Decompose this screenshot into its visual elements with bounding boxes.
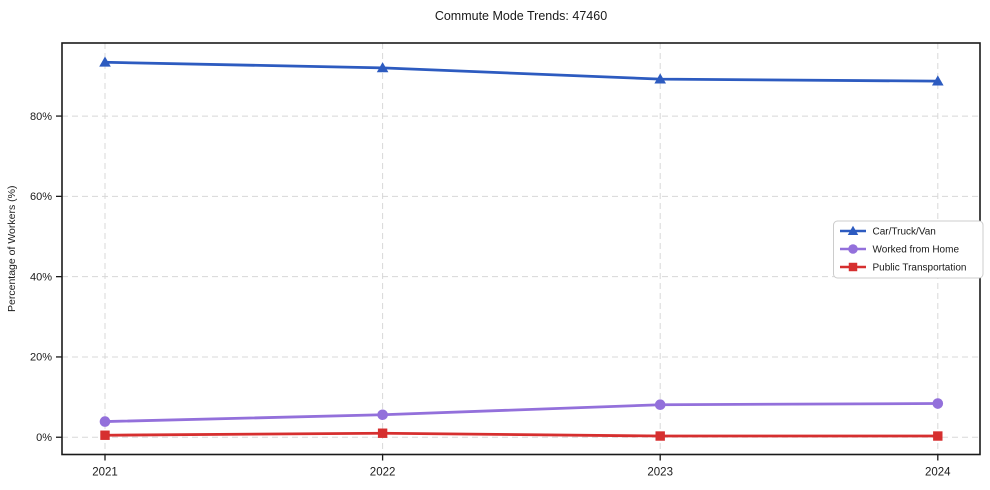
series-car-truck-van [99,56,944,86]
legend-item: Public Transportation [840,263,966,274]
circle-marker [654,399,666,411]
legend-label: Worked from Home [873,245,960,256]
x-axis: 2021 2022 2023 2024 [92,454,951,479]
square-marker [377,428,388,438]
circle-marker [932,398,944,409]
square-marker [848,262,858,272]
triangle-marker [376,62,389,73]
x-tick-label: 2022 [370,467,396,479]
y-tick-label: 20% [30,352,52,364]
y-axis: 0% 20% 40% 60% 80% [30,111,62,444]
triangle-marker [99,56,111,67]
y-tick-label: 0% [36,432,52,444]
x-tick-label: 2021 [92,467,118,479]
y-tick-label: 40% [30,271,52,283]
legend-box [833,220,984,279]
x-tick-label: 2023 [647,467,673,479]
series-line-car-truck-van [103,60,940,83]
triangle-marker [654,73,666,84]
series-line-public-transportation [103,431,940,438]
legend-item: Worked from Home [840,244,960,256]
square-marker [100,430,110,440]
y-tick-label: 60% [30,191,52,203]
series-worked-from-home [99,398,944,427]
triangle-marker [847,225,859,235]
y-tick-label: 80% [30,111,52,123]
legend: Car/Truck/Van Worked from Home Public Tran… [833,220,984,279]
legend-label: Car/Truck/Van [873,227,936,238]
chart-title: Commute Mode Trends: 47460 [434,9,608,23]
series-public-transportation [100,428,943,441]
square-marker [655,431,665,441]
circle-marker [848,244,858,254]
legend-label: Public Transportation [873,263,967,274]
triangle-marker [932,75,944,86]
series-line-worked-from-home [103,402,940,423]
square-marker [933,431,943,441]
circle-marker [99,416,111,427]
y-axis-label: Percentage of Workers (%) [6,186,18,312]
legend-item: Car/Truck/Van [840,225,936,238]
circle-marker [377,409,388,421]
x-tick-label: 2024 [925,467,951,479]
